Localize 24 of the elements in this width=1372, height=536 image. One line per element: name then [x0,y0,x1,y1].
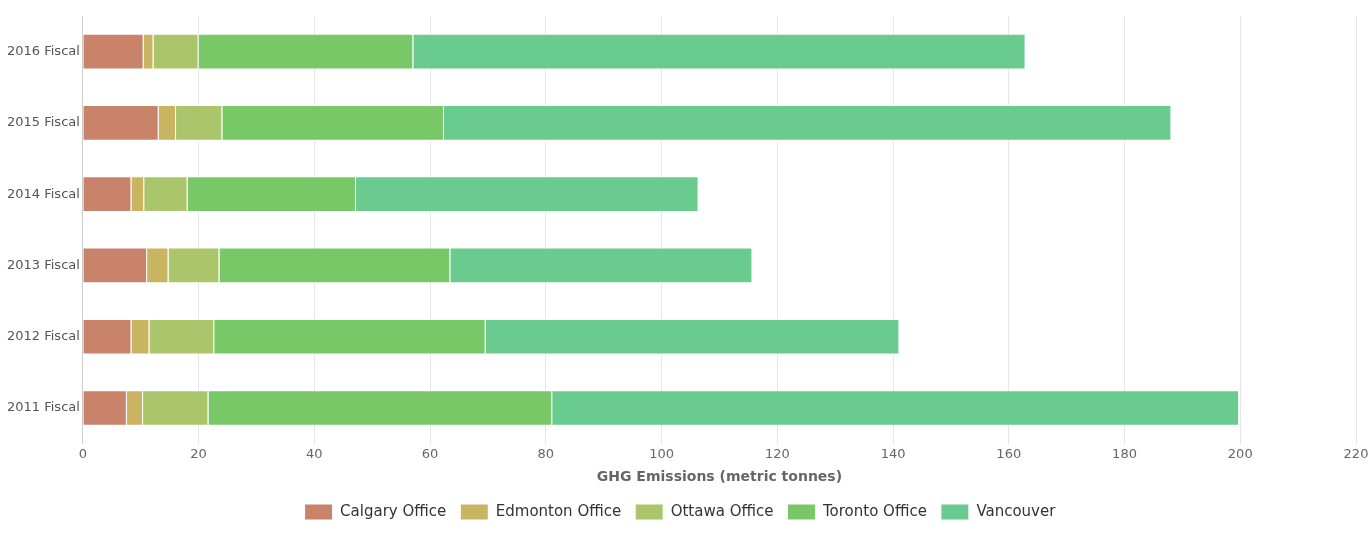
legend-label: Vancouver [976,501,1057,520]
y-tick-label: 2015 Fiscal [7,114,80,130]
x-tick-label: 140 [880,445,906,461]
legend-label: Edmonton Office [495,501,622,520]
y-tick-label: 2016 Fiscal [7,43,80,59]
y-tick-label: 2014 Fiscal [7,185,80,201]
y-tick-label: 2011 Fiscal [7,399,80,415]
x-tick-label: 80 [537,445,555,461]
legend-label: Toronto Office [821,501,927,520]
y-tick-label: 2012 Fiscal [7,328,80,344]
y-tick-label: 2013 Fiscal [7,256,80,272]
x-tick-label: 120 [764,445,790,461]
x-tick-label: 0 [78,445,87,461]
x-tick-label: 200 [1227,445,1253,461]
x-axis-title: GHG Emissions (metric tonnes) [596,468,843,485]
x-tick-label: 100 [649,445,674,461]
x-tick-label: 20 [190,445,207,461]
legend-label: Calgary Office [340,501,447,520]
x-tick-label: 160 [996,445,1022,461]
x-tick-label: 60 [421,445,439,461]
x-tick-label: 40 [306,445,323,461]
x-tick-label: 220 [1343,445,1369,461]
x-tick-label: 180 [1112,445,1137,461]
legend-label: Ottawa Office [670,501,774,520]
